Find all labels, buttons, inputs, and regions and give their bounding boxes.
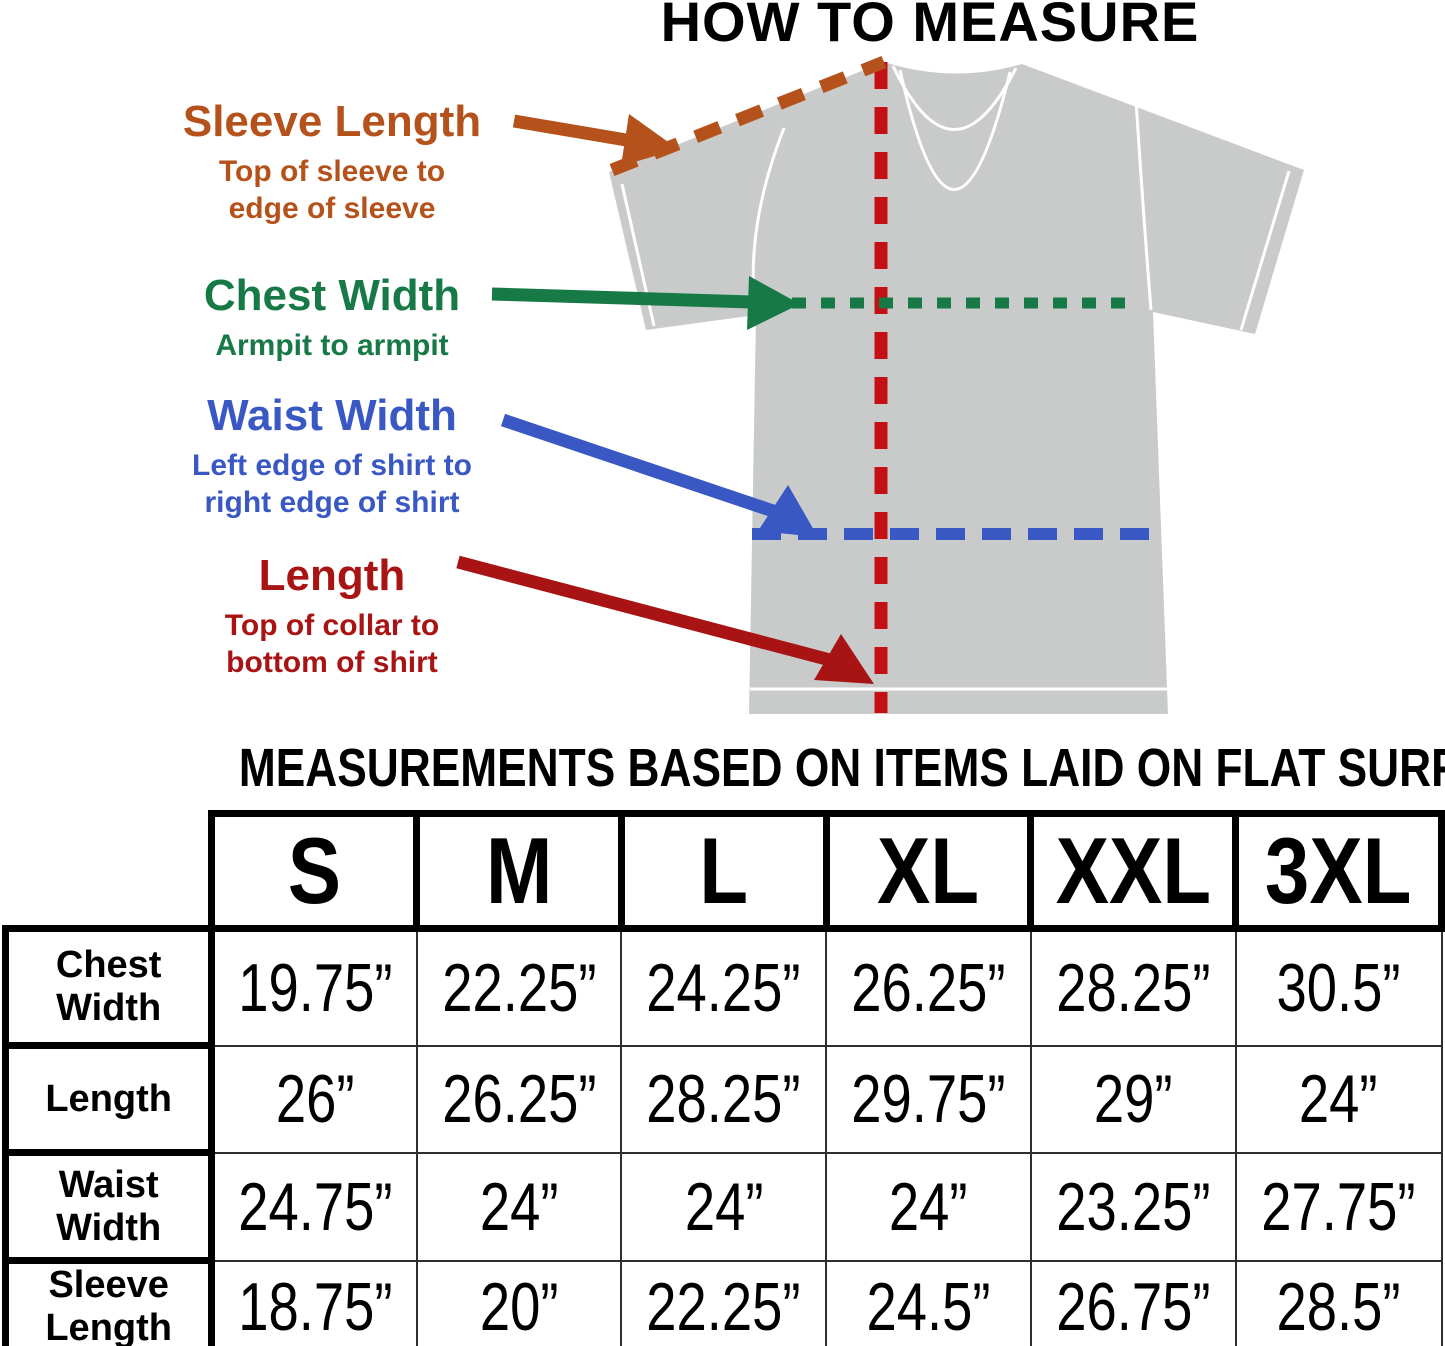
sleeve-length-m: 20” [415,1259,623,1346]
chest-width-3xl: 30.5” [1234,927,1443,1047]
table-row-length: Length 26” 26.25” 28.25” 29.75” 29” 24” [1,1042,1443,1156]
table-corner-cell [5,813,212,929]
length-label-desc: Top of collar to bottom of shirt [224,609,440,679]
waist-width-m: 24” [415,1151,623,1262]
waist-width-xl: 24” [825,1151,1032,1262]
length-3xl: 24” [1234,1044,1443,1154]
length-s: 26” [210,1044,418,1154]
size-header-xxl: XXL [1027,810,1240,932]
table-row-chest-width: Chest Width 19.75” 22.25” 24.25” 26.25” … [1,925,1443,1049]
sleeve-length-arrow [512,114,678,166]
length-label: Length Top of collar to bottom of shirt [112,552,552,681]
tshirt-diagram [456,55,1304,714]
waist-width-xxl: 23.25” [1029,1151,1237,1262]
sleeve-length-l: 22.25” [620,1259,828,1346]
chest-width-label-title: Chest Width [203,271,461,320]
row-label-waist-width: Waist Width [1,1149,216,1264]
size-header-3xl: 3XL [1232,810,1445,932]
table-row-sleeve-length: Sleeve Length 18.75” 20” 22.25” 24.5” 26… [1,1256,1443,1346]
waist-width-label-title: Waist Width [207,391,457,440]
length-xxl: 29” [1029,1044,1237,1154]
waist-width-l: 24” [620,1151,828,1262]
table-row-waist-width: Waist Width 24.75” 24” 24” 24” 23.25” 27… [1,1149,1443,1264]
length-m: 26.25” [415,1044,623,1154]
waist-width-3xl: 27.75” [1234,1151,1443,1262]
chest-width-m: 22.25” [415,927,623,1047]
chest-width-label-desc: Armpit to armpit [215,329,449,362]
size-header-l: L [617,810,830,932]
sleeve-length-s: 18.75” [210,1259,418,1346]
chest-width-label: Chest Width Armpit to armpit [112,272,552,364]
chest-width-arrow [491,276,800,330]
waist-width-arrow [500,413,818,537]
chest-width-xxl: 28.25” [1029,927,1237,1047]
sleeve-length-label: Sleeve Length Top of sleeve to edge of s… [112,98,552,227]
size-header-m: M [413,810,625,932]
length-label-title: Length [258,551,406,600]
sleeve-length-label-title: Sleeve Length [182,97,482,146]
row-label-length: Length [1,1042,216,1156]
length-l: 28.25” [620,1044,828,1154]
length-arrow [456,555,874,684]
chest-width-s: 19.75” [210,927,418,1047]
sleeve-length-label-desc: Top of sleeve to edge of sleeve [218,155,446,225]
size-measurements-table: S M L XL XXL 3XL Chest Width 19.75” 22.2… [1,810,1445,1346]
page-title: HOW TO MEASURE [660,0,1200,53]
chest-width-xl: 26.25” [825,927,1032,1047]
waist-width-s: 24.75” [210,1151,418,1262]
table-caption: MEASUREMENTS BASED ON ITEMS LAID ON FLAT… [238,738,1445,798]
waist-width-label-desc: Left edge of shirt to right edge of shir… [192,449,472,519]
row-label-sleeve-length: Sleeve Length [1,1256,216,1346]
size-header-xl: XL [822,810,1035,932]
size-header-row: S M L XL XXL 3XL [5,810,1445,932]
length-xl: 29.75” [825,1044,1032,1154]
sleeve-length-xl: 24.5” [825,1259,1032,1346]
row-label-chest-width: Chest Width [1,925,216,1049]
size-header-s: S [208,810,421,932]
tshirt-outline [609,62,1304,714]
waist-width-label: Waist Width Left edge of shirt to right … [112,392,552,521]
sleeve-length-3xl: 28.5” [1234,1259,1443,1346]
sleeve-length-xxl: 26.75” [1029,1259,1237,1346]
chest-width-l: 24.25” [620,927,828,1047]
